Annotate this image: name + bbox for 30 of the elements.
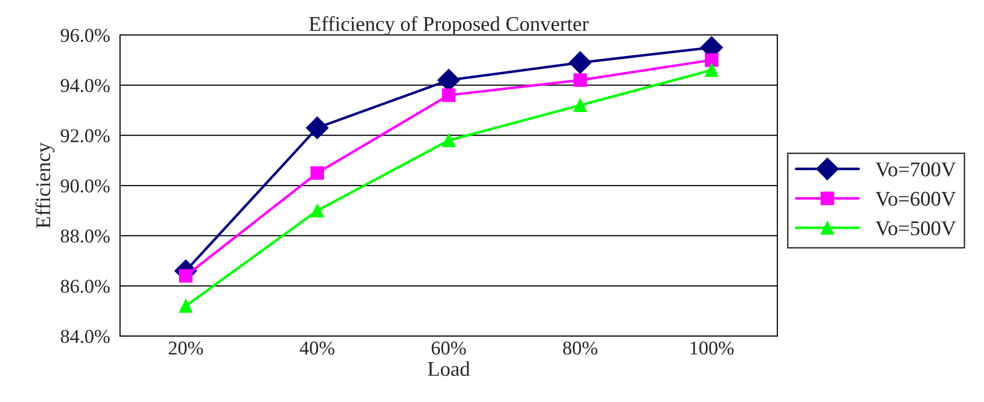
point	[310, 166, 324, 180]
point	[704, 53, 718, 67]
point	[310, 204, 324, 218]
x-tick-label: 20%	[168, 341, 203, 355]
y-tick-label: 88.0%	[60, 230, 110, 243]
point	[573, 73, 587, 87]
legend-label: Vo=600V	[876, 192, 956, 206]
point	[306, 116, 329, 140]
chart-title: Efficiency of Proposed Converter	[309, 16, 589, 36]
x-axis-title: Load	[428, 361, 470, 376]
x-tick-label: 60%	[432, 341, 466, 355]
y-tick-label: 92.0%	[60, 129, 110, 142]
legend-label: Vo=500V	[876, 221, 956, 236]
point	[442, 88, 456, 102]
y-tick-label: 96.0%	[60, 28, 110, 42]
x-tick-label: 80%	[563, 341, 598, 355]
point	[568, 51, 592, 74]
point	[442, 134, 456, 148]
legend-label: Vo=700V	[876, 162, 956, 177]
y-tick-label: 90.0%	[60, 179, 110, 193]
point	[179, 269, 193, 283]
y-tick-label: 84.0%	[60, 330, 110, 344]
x-tick-label: 100%	[690, 341, 734, 355]
y-tick-label: 94.0%	[60, 78, 110, 92]
point	[704, 63, 718, 77]
y-axis-title: Efficiency	[35, 142, 55, 228]
x-tick-label: 40%	[300, 341, 334, 355]
y-tick-label: 86.0%	[60, 280, 110, 293]
point	[179, 299, 193, 313]
point	[573, 98, 587, 112]
